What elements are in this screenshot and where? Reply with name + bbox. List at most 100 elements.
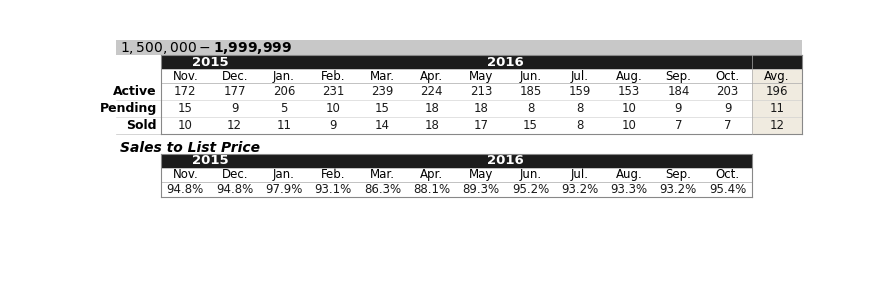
Bar <box>358 69 407 83</box>
Text: 239: 239 <box>371 85 393 98</box>
Text: 18: 18 <box>424 119 439 132</box>
Text: 93.2%: 93.2% <box>561 183 598 196</box>
Bar <box>161 168 752 182</box>
Bar <box>752 83 801 100</box>
Text: 97.9%: 97.9% <box>265 183 302 196</box>
Text: Jun.: Jun. <box>519 168 541 181</box>
Bar <box>115 83 801 100</box>
Text: 2015: 2015 <box>191 154 228 167</box>
Text: 93.1%: 93.1% <box>315 183 351 196</box>
Text: 12: 12 <box>769 119 784 132</box>
Bar <box>752 69 801 83</box>
Text: Mar.: Mar. <box>369 168 394 181</box>
Text: Oct.: Oct. <box>715 70 739 83</box>
Text: 5: 5 <box>280 102 287 115</box>
Text: 2016: 2016 <box>487 56 524 69</box>
Text: Pending: Pending <box>99 102 156 115</box>
Bar <box>115 69 801 83</box>
Text: Jan.: Jan. <box>273 168 294 181</box>
Text: 86.3%: 86.3% <box>364 183 401 196</box>
Text: 89.3%: 89.3% <box>462 183 499 196</box>
Text: Feb.: Feb. <box>321 168 345 181</box>
Bar <box>603 69 653 83</box>
Text: 159: 159 <box>568 85 590 98</box>
Text: 172: 172 <box>174 85 197 98</box>
Bar <box>161 182 752 197</box>
Bar <box>115 40 801 55</box>
Text: Nov.: Nov. <box>173 70 198 83</box>
Bar <box>308 69 358 83</box>
Text: 196: 196 <box>765 85 788 98</box>
Text: 11: 11 <box>276 119 291 132</box>
Text: 206: 206 <box>273 85 295 98</box>
Text: 7: 7 <box>674 119 681 132</box>
Bar <box>456 69 505 83</box>
Text: 94.8%: 94.8% <box>215 183 253 196</box>
Text: 10: 10 <box>621 102 636 115</box>
Text: 95.4%: 95.4% <box>708 183 746 196</box>
Text: 9: 9 <box>723 102 730 115</box>
Bar <box>505 69 554 83</box>
Text: 10: 10 <box>325 102 341 115</box>
Text: 9: 9 <box>231 102 238 115</box>
Text: 14: 14 <box>375 119 390 132</box>
Text: Nov.: Nov. <box>173 168 198 181</box>
Text: Jul.: Jul. <box>570 70 588 83</box>
Text: May: May <box>468 168 493 181</box>
Text: 203: 203 <box>716 85 738 98</box>
Text: 93.2%: 93.2% <box>659 183 696 196</box>
Text: 231: 231 <box>322 85 344 98</box>
Bar <box>115 117 801 134</box>
Bar <box>653 69 702 83</box>
Text: 93.3%: 93.3% <box>610 183 647 196</box>
Text: 15: 15 <box>375 102 390 115</box>
Text: 94.8%: 94.8% <box>166 183 204 196</box>
Bar <box>161 154 752 168</box>
Text: 18: 18 <box>424 102 439 115</box>
Text: Sold: Sold <box>126 119 156 132</box>
Text: Avg.: Avg. <box>763 70 789 83</box>
Bar <box>259 69 308 83</box>
Bar <box>161 69 210 83</box>
Text: 95.2%: 95.2% <box>511 183 549 196</box>
Text: 17: 17 <box>473 119 488 132</box>
Text: 177: 177 <box>224 85 246 98</box>
Text: Dec.: Dec. <box>221 70 248 83</box>
Text: 8: 8 <box>576 119 583 132</box>
Text: Aug.: Aug. <box>615 70 642 83</box>
Text: 12: 12 <box>227 119 242 132</box>
Text: 2015: 2015 <box>191 56 228 69</box>
Bar <box>115 100 801 117</box>
Text: 10: 10 <box>621 119 636 132</box>
Bar <box>752 100 801 117</box>
Text: 213: 213 <box>469 85 492 98</box>
Text: 15: 15 <box>522 119 537 132</box>
Text: Oct.: Oct. <box>715 168 739 181</box>
Text: 88.1%: 88.1% <box>413 183 450 196</box>
Text: Apr.: Apr. <box>420 168 443 181</box>
Text: Active: Active <box>113 85 156 98</box>
Text: 15: 15 <box>178 102 192 115</box>
Text: 9: 9 <box>674 102 681 115</box>
Text: Feb.: Feb. <box>321 70 345 83</box>
Text: 18: 18 <box>473 102 488 115</box>
Text: 184: 184 <box>666 85 688 98</box>
Text: 8: 8 <box>527 102 534 115</box>
Bar <box>407 69 456 83</box>
Text: 224: 224 <box>420 85 443 98</box>
Bar <box>210 69 259 83</box>
Text: 11: 11 <box>769 102 784 115</box>
Text: 2016: 2016 <box>487 154 524 167</box>
Text: Sep.: Sep. <box>665 168 690 181</box>
Text: $1,500,000 - $1,999,999: $1,500,000 - $1,999,999 <box>120 40 291 56</box>
Text: 9: 9 <box>329 119 337 132</box>
Bar <box>554 69 603 83</box>
Text: 7: 7 <box>723 119 730 132</box>
Text: Sep.: Sep. <box>665 70 690 83</box>
Text: Dec.: Dec. <box>221 168 248 181</box>
Text: Jul.: Jul. <box>570 168 588 181</box>
Bar <box>702 69 752 83</box>
Text: Sales to List Price: Sales to List Price <box>120 141 259 155</box>
Bar <box>752 117 801 134</box>
Text: Aug.: Aug. <box>615 168 642 181</box>
